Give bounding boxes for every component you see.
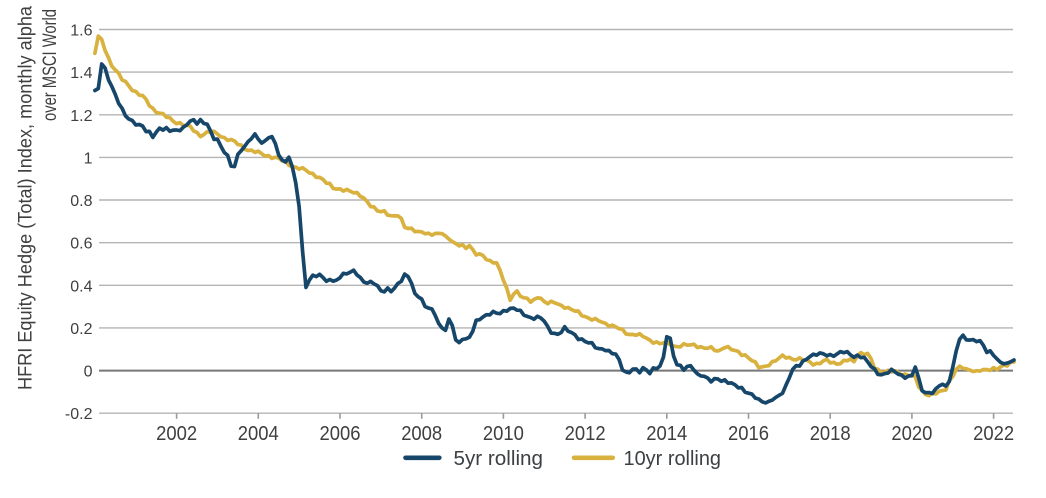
svg-text:10yr rolling: 10yr rolling <box>624 448 722 470</box>
svg-text:2008: 2008 <box>401 423 442 445</box>
svg-text:2016: 2016 <box>728 423 769 445</box>
svg-text:2002: 2002 <box>156 423 197 445</box>
svg-text:2006: 2006 <box>320 423 361 445</box>
svg-text:2014: 2014 <box>646 423 687 445</box>
svg-text:2020: 2020 <box>891 423 932 445</box>
svg-text:0.2: 0.2 <box>70 321 92 338</box>
svg-text:2022: 2022 <box>973 423 1014 445</box>
svg-text:2004: 2004 <box>238 423 279 445</box>
svg-text:HFRI Equity Hedge (Total) Inde: HFRI Equity Hedge (Total) Index, monthly… <box>16 6 37 390</box>
svg-text:0.8: 0.8 <box>70 193 92 210</box>
svg-text:2018: 2018 <box>810 423 851 445</box>
svg-text:0: 0 <box>84 364 93 381</box>
svg-text:0.4: 0.4 <box>70 278 92 295</box>
svg-text:0.6: 0.6 <box>70 236 92 253</box>
svg-text:1.2: 1.2 <box>70 108 92 125</box>
svg-text:5yr rolling: 5yr rolling <box>454 448 544 470</box>
svg-text:1: 1 <box>84 150 93 167</box>
svg-text:1.4: 1.4 <box>70 65 92 82</box>
svg-text:2010: 2010 <box>483 423 524 445</box>
svg-text:over MSCI World: over MSCI World <box>40 9 61 121</box>
svg-text:1.6: 1.6 <box>70 23 92 40</box>
svg-text:2012: 2012 <box>565 423 606 445</box>
svg-text:-0.2: -0.2 <box>65 406 93 423</box>
